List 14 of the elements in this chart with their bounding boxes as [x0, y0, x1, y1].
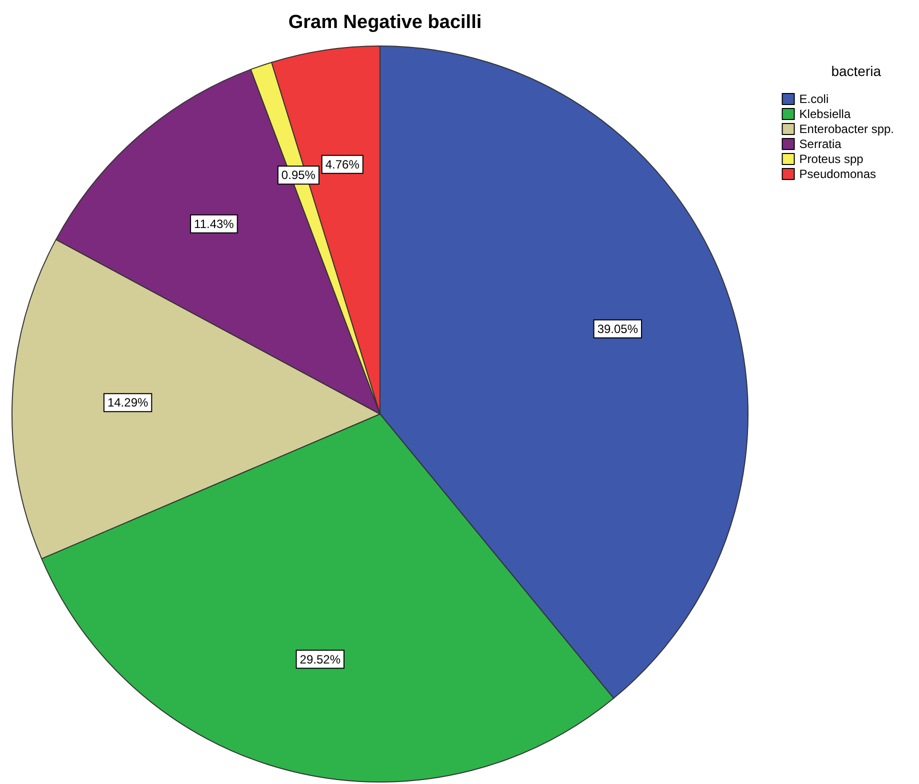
data-label: 0.95%: [281, 168, 316, 182]
chart-title: Gram Negative bacilli: [288, 12, 482, 33]
legend-label: Enterobacter spp.: [799, 122, 894, 136]
legend-label: Klebsiella: [799, 107, 851, 121]
legend-label: Proteus spp: [799, 152, 864, 166]
legend-label: Pseudomonas: [799, 167, 876, 181]
data-label: 39.05%: [597, 322, 638, 336]
data-label: 14.29%: [107, 396, 148, 410]
legend-title: bacteria: [831, 63, 882, 79]
data-label: 11.43%: [194, 216, 234, 231]
data-label: 4.76%: [325, 157, 360, 172]
legend-label: E.coli: [799, 92, 829, 106]
data-label: 29.52%: [300, 652, 341, 666]
legend-label: Serratia: [799, 137, 842, 151]
